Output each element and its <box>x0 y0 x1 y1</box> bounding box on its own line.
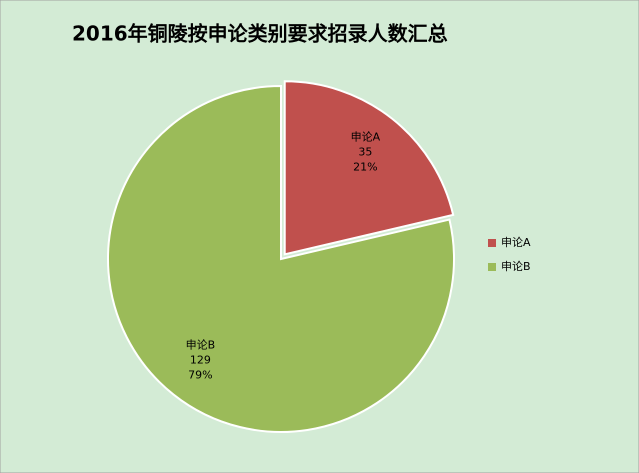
slice-label-name: 申论B <box>186 338 216 352</box>
chart-title: 2016年铜陵按申论类别要求招录人数汇总 <box>72 22 448 46</box>
pie-slice <box>283 80 455 256</box>
slice-label-percent: 21% <box>353 161 377 174</box>
slice-label-value: 129 <box>190 354 211 367</box>
slice-label-percent: 79% <box>188 369 212 382</box>
legend-swatch <box>488 239 496 247</box>
legend-label: 申论A <box>501 235 531 249</box>
pie-slice <box>107 84 455 433</box>
slice-label-name: 申论A <box>351 130 381 144</box>
legend-label: 申论B <box>501 259 531 273</box>
slice-label-value: 35 <box>358 146 372 159</box>
legend-swatch <box>488 263 496 271</box>
